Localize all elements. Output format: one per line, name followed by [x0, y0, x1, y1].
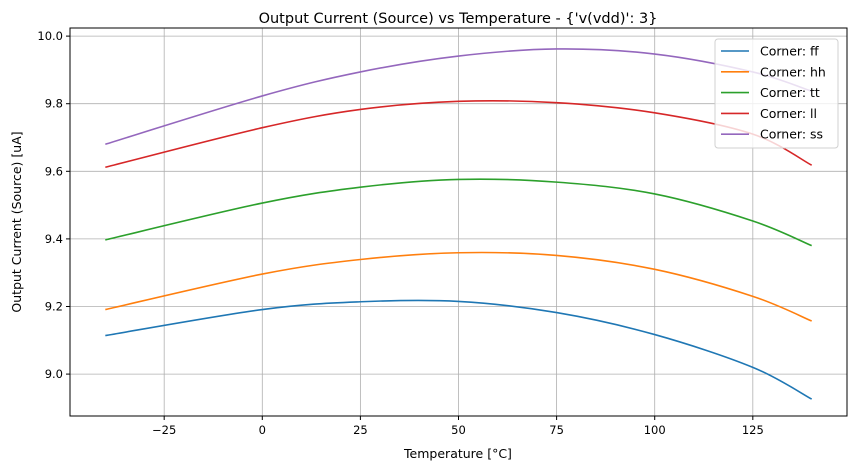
chart-title: Output Current (Source) vs Temperature -… — [259, 11, 658, 27]
y-tick-label: 9.0 — [45, 367, 63, 381]
x-axis-label: Temperature [°C] — [403, 446, 512, 461]
legend: Corner: ff Corner: hh Corner: tt Corner: ll… — [714, 38, 839, 149]
series-line-tt — [105, 178, 812, 247]
x-tick-label: −25 — [152, 423, 176, 437]
y-tick-label: 9.6 — [45, 164, 63, 178]
legend-label: Corner: ss — [760, 127, 823, 142]
x-tick-label: 125 — [742, 423, 764, 437]
y-tick-label: 9.4 — [45, 232, 63, 246]
x-tick-label: 75 — [549, 423, 564, 437]
ticks: −25 0 25 50 75 100 125 9.0 9.2 9.4 9.6 9.8 10.0 — [37, 29, 763, 437]
series-lines — [105, 48, 813, 400]
x-tick-label: 0 — [259, 423, 266, 437]
legend-label: Corner: ff — [760, 44, 819, 59]
x-tick-label: 25 — [353, 423, 368, 437]
x-tick-label: 50 — [451, 423, 466, 437]
series-line-hh — [105, 251, 812, 322]
x-tick-label: 100 — [644, 423, 666, 437]
legend-label: Corner: hh — [760, 64, 826, 79]
grid — [70, 28, 847, 416]
y-tick-label: 10.0 — [37, 29, 63, 43]
series-line-ff — [105, 299, 813, 400]
legend-label: Corner: tt — [760, 85, 820, 100]
y-tick-label: 9.2 — [45, 299, 63, 313]
legend-box — [714, 38, 839, 149]
legend-label: Corner: ll — [760, 106, 817, 121]
y-axis-label: Output Current (Source) [uA] — [9, 131, 24, 312]
y-tick-label: 9.8 — [45, 97, 63, 111]
